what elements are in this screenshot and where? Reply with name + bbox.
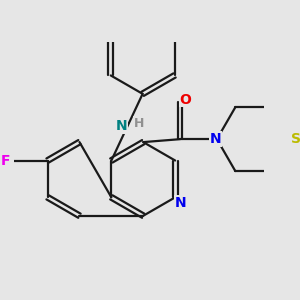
Text: N: N	[210, 132, 221, 146]
Text: S: S	[291, 132, 300, 146]
Text: N: N	[175, 196, 186, 210]
Text: O: O	[179, 93, 191, 107]
Text: N: N	[116, 119, 127, 133]
Text: F: F	[1, 154, 10, 167]
Text: H: H	[134, 117, 144, 130]
